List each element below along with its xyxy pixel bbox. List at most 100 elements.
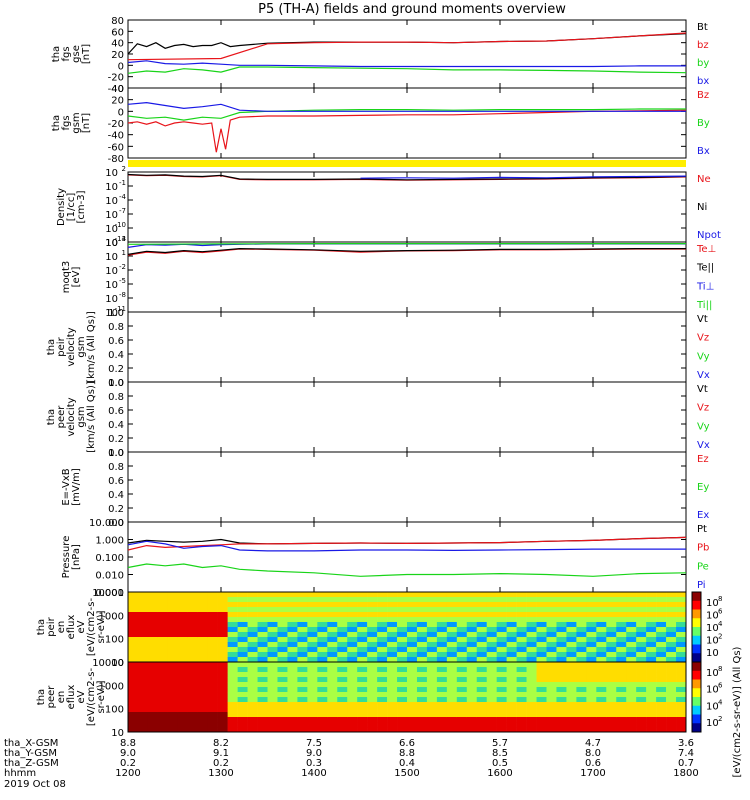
x-row-value: 0.5 xyxy=(492,758,508,769)
heat-cell xyxy=(257,617,268,623)
heat-cell xyxy=(287,622,298,628)
heat-cell xyxy=(656,667,667,673)
heat-cell xyxy=(307,697,318,703)
heat-cell xyxy=(187,687,199,693)
heat-cell xyxy=(347,642,358,648)
heat-cell xyxy=(397,612,408,618)
heat-cell xyxy=(177,652,189,658)
y-axis-label: [eV] xyxy=(71,267,82,288)
heat-cell xyxy=(536,602,547,608)
heat-cell xyxy=(257,642,268,648)
heat-cell xyxy=(357,672,368,678)
heat-cell xyxy=(516,652,527,658)
heat-cell xyxy=(576,642,587,648)
heat-cell xyxy=(157,692,169,698)
y-axis-label: Pressure xyxy=(61,536,72,579)
heat-cell xyxy=(596,687,607,693)
heat-cell xyxy=(137,642,149,648)
heat-cell xyxy=(556,707,567,713)
heat-cell xyxy=(416,727,428,733)
heat-cell xyxy=(656,702,667,708)
heat-cell xyxy=(506,592,517,598)
heat-cell xyxy=(616,607,627,613)
heat-cell xyxy=(257,712,268,718)
heat-cell xyxy=(377,627,388,633)
heat-cell xyxy=(456,642,468,648)
x-row-value: 0.4 xyxy=(399,758,415,769)
heat-cell xyxy=(446,602,458,608)
heat-cell xyxy=(327,612,338,618)
heat-cell xyxy=(177,617,189,623)
legend-entry: Vz xyxy=(697,333,709,344)
heat-cell xyxy=(596,647,607,653)
heat-cell xyxy=(476,607,488,613)
heat-cell xyxy=(407,707,418,713)
heat-cell xyxy=(187,612,199,618)
y-axis-label: velocity xyxy=(66,397,77,436)
heat-cell xyxy=(456,652,468,658)
x-row-value: 1200 xyxy=(115,768,140,779)
heat-cell xyxy=(576,612,587,618)
heat-cell xyxy=(626,692,637,698)
y-tick-label: 0 xyxy=(118,61,124,72)
heat-cell xyxy=(267,652,278,658)
heat-cell xyxy=(436,682,448,688)
heat-cell xyxy=(128,622,139,628)
heat-cell xyxy=(556,657,567,663)
heat-cell xyxy=(137,617,149,623)
panel-peir_spec: tha peir en eflux eV [eV/(cm2-s-sr-eV)]100001… xyxy=(36,588,723,669)
heat-cell xyxy=(636,692,647,698)
heat-cell xyxy=(536,597,547,603)
heat-cell xyxy=(387,722,398,728)
heat-cell xyxy=(546,602,557,608)
heat-cell xyxy=(377,667,388,673)
heat-cell xyxy=(297,592,308,598)
x-row-value: 8.8 xyxy=(120,738,136,749)
heat-cell xyxy=(496,712,507,718)
heat-cell xyxy=(197,592,209,598)
y-tick-label: 10 xyxy=(105,210,118,221)
heat-cell xyxy=(536,667,547,673)
heat-cell xyxy=(676,632,687,638)
y-tick-exponent: -5 xyxy=(119,277,126,285)
heat-cell xyxy=(137,712,149,718)
heat-cell xyxy=(446,722,458,728)
heat-cell xyxy=(496,612,507,618)
heat-cell xyxy=(516,647,527,653)
heat-cell xyxy=(436,627,448,633)
heat-cell xyxy=(237,727,248,733)
heat-cell xyxy=(227,702,238,708)
heat-cell xyxy=(307,672,318,678)
heat-cell xyxy=(586,597,597,603)
heat-cell xyxy=(616,642,627,648)
heat-cell xyxy=(436,602,448,608)
colorbar-segment xyxy=(692,644,701,654)
colorbar-segment xyxy=(692,705,701,715)
heat-cell xyxy=(666,672,677,678)
heat-cell xyxy=(586,657,597,663)
heat-cell xyxy=(267,602,278,608)
heat-cell xyxy=(546,722,557,728)
heat-cell xyxy=(506,627,517,633)
heat-cell xyxy=(267,707,278,713)
heat-cell xyxy=(516,607,527,613)
panel-frame xyxy=(127,451,687,523)
heat-cell xyxy=(337,597,348,603)
heat-cell xyxy=(586,707,597,713)
heat-cell xyxy=(177,672,189,678)
heat-cell xyxy=(486,632,497,638)
heat-cell xyxy=(387,707,398,713)
heat-cell xyxy=(267,632,278,638)
heat-cell xyxy=(646,707,657,713)
heat-cell xyxy=(367,687,378,693)
heat-cell xyxy=(297,702,308,708)
x-row-value: 1300 xyxy=(208,768,233,779)
heat-cell xyxy=(128,717,139,723)
heat-cell xyxy=(586,727,597,733)
heat-cell xyxy=(327,687,338,693)
heat-cell xyxy=(496,647,507,653)
heat-cell xyxy=(397,607,408,613)
colorbar-segment xyxy=(692,592,701,602)
y-tick-label: 10 xyxy=(105,182,118,193)
heat-cell xyxy=(646,682,657,688)
